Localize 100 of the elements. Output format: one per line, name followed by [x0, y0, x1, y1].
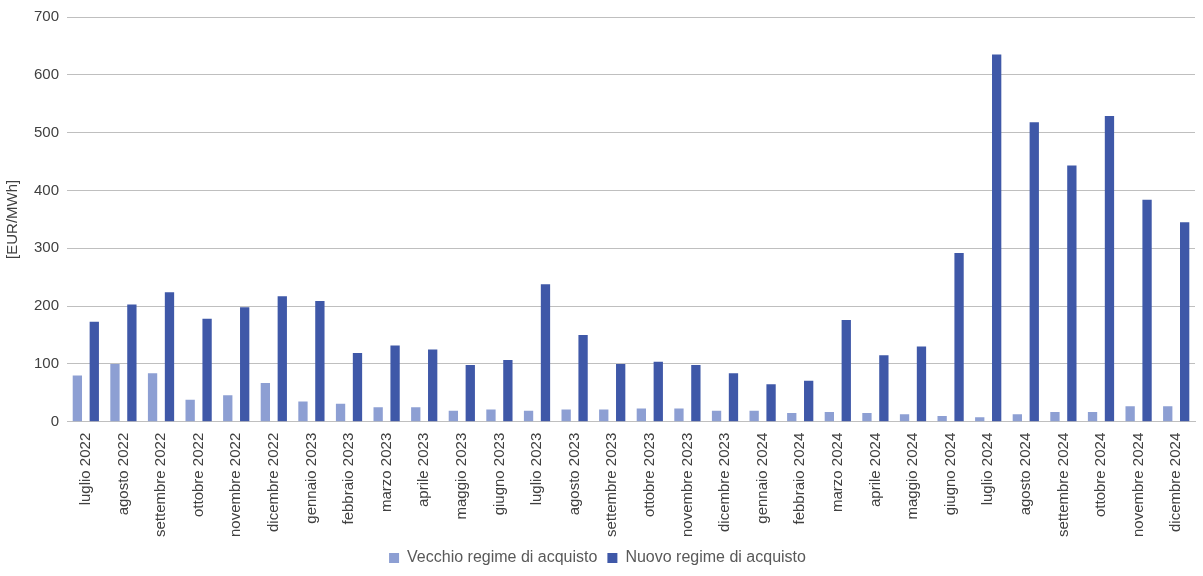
bar	[1067, 165, 1077, 422]
x-tick-label: luglio 2024	[978, 432, 996, 506]
x-tick-label: ottobre 2024	[1091, 432, 1109, 518]
bar	[147, 373, 158, 422]
x-tick-label: febbraio 2024	[790, 432, 808, 525]
bar	[992, 54, 1002, 422]
bar	[1142, 199, 1152, 422]
bar	[879, 355, 889, 422]
bar	[1163, 406, 1173, 422]
bar	[127, 304, 137, 422]
bar	[975, 417, 985, 422]
bar	[373, 407, 383, 422]
x-tick-label: luglio 2023	[527, 432, 545, 506]
bar	[223, 395, 233, 422]
bar	[937, 415, 947, 422]
bar	[335, 403, 346, 422]
x-tick-label: gennaio 2024	[752, 432, 770, 524]
y-tick-label: 300	[34, 238, 60, 256]
bar	[636, 408, 647, 422]
bar	[804, 380, 814, 422]
bar	[202, 318, 212, 422]
bar	[411, 407, 421, 422]
y-tick-label: 100	[34, 354, 60, 372]
x-tick-label: novembre 2023	[677, 432, 695, 538]
x-tick-label: dicembre 2024	[1166, 432, 1184, 532]
x-tick-label: settembre 2022	[151, 432, 169, 537]
bar	[674, 408, 684, 422]
bar	[916, 346, 927, 422]
bar	[1087, 411, 1098, 422]
x-tick-label: settembre 2024	[1053, 432, 1071, 537]
bar	[766, 384, 776, 422]
bar	[523, 410, 534, 422]
y-axis-title: [EUR/MWh]	[3, 179, 21, 259]
bar	[599, 409, 609, 422]
bar	[1125, 406, 1135, 422]
bar	[164, 292, 175, 422]
x-tick-label: aprile 2023	[414, 432, 432, 507]
bar	[841, 319, 851, 422]
bar	[787, 413, 797, 422]
x-tick-label: marzo 2023	[376, 432, 394, 512]
bar	[561, 409, 571, 422]
x-tick-label: dicembre 2022	[263, 432, 281, 532]
x-tick-label: agosto 2023	[564, 432, 582, 516]
x-tick-label: giugno 2023	[489, 432, 507, 516]
bar	[540, 284, 551, 422]
bar	[691, 365, 701, 422]
y-tick-label: 400	[34, 180, 60, 198]
bar	[954, 252, 964, 422]
bar	[503, 359, 513, 422]
x-tick-label: agosto 2022	[113, 432, 131, 516]
bar	[616, 363, 626, 422]
bar	[486, 409, 496, 422]
bar	[352, 352, 363, 422]
x-tick-label: maggio 2023	[451, 432, 469, 520]
bar	[824, 411, 834, 422]
bar	[862, 413, 872, 422]
x-tick-label: febbraio 2023	[339, 432, 357, 525]
legend-label: Vecchio regime di acquisto	[407, 548, 598, 566]
bar	[578, 335, 588, 422]
x-tick-label: dicembre 2023	[715, 432, 733, 532]
y-tick-label: 500	[34, 122, 60, 140]
bar	[298, 401, 308, 422]
y-tick-label: 600	[34, 64, 60, 82]
bar	[390, 345, 400, 422]
x-tick-label: gennaio 2023	[301, 432, 319, 524]
bar	[260, 383, 271, 422]
bar	[110, 363, 120, 422]
bar	[240, 307, 250, 422]
bar	[277, 296, 287, 422]
bar	[89, 321, 99, 422]
bar	[1180, 222, 1190, 422]
x-tick-label: ottobre 2023	[639, 432, 657, 518]
y-tick-label: 700	[34, 7, 60, 25]
bar	[728, 373, 739, 422]
bar	[185, 399, 195, 422]
bar	[1029, 122, 1039, 422]
x-tick-label: luglio 2022	[75, 432, 93, 506]
bar	[315, 300, 325, 422]
x-tick-label: novembre 2024	[1128, 432, 1146, 538]
bar	[448, 410, 459, 422]
x-tick-label: maggio 2024	[903, 432, 921, 520]
y-tick-label: 0	[50, 411, 60, 429]
x-tick-label: giugno 2024	[940, 432, 958, 516]
bar	[72, 375, 83, 422]
bar	[899, 414, 910, 422]
x-tick-label: agosto 2024	[1015, 432, 1033, 516]
bar	[653, 361, 663, 422]
x-tick-label: ottobre 2022	[188, 432, 206, 518]
x-tick-label: settembre 2023	[602, 432, 620, 537]
bar	[749, 410, 759, 422]
x-tick-label: novembre 2022	[226, 432, 244, 538]
bar	[428, 349, 438, 422]
bar	[1012, 414, 1022, 422]
x-tick-label: aprile 2024	[865, 432, 883, 507]
bar	[711, 410, 722, 422]
bar	[1050, 411, 1060, 422]
y-tick-label: 200	[34, 296, 60, 314]
bar	[465, 365, 475, 422]
x-tick-label: marzo 2024	[827, 432, 845, 512]
legend-label: Nuovo regime di acquisto	[625, 548, 807, 566]
